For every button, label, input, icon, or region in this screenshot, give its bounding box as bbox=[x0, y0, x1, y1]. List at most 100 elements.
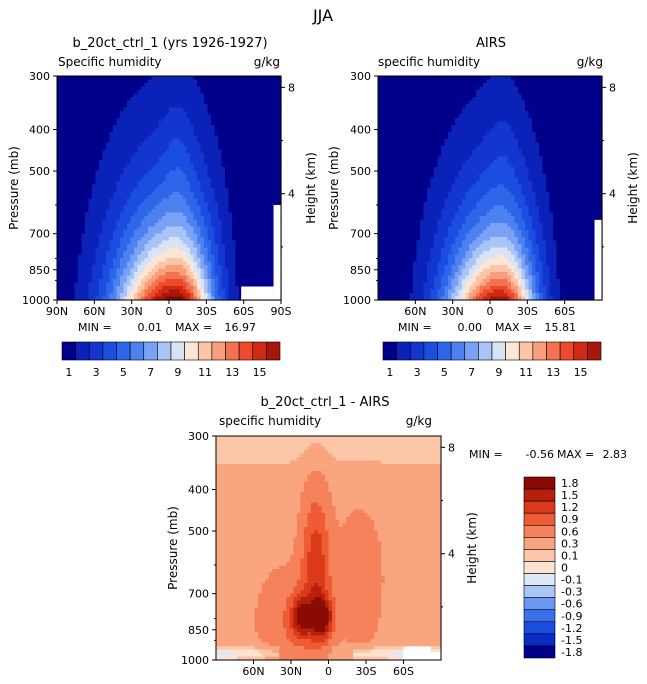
contour-cell bbox=[378, 293, 411, 298]
contour-cell bbox=[462, 279, 470, 284]
contour-cell bbox=[303, 485, 330, 490]
contour-cell bbox=[216, 632, 259, 637]
contour-cell bbox=[289, 460, 382, 465]
contour-cell bbox=[542, 296, 547, 301]
contour-cell bbox=[479, 289, 484, 294]
contour-cell bbox=[518, 237, 526, 242]
contour-cell bbox=[465, 293, 470, 298]
contour-cell bbox=[307, 565, 326, 570]
contour-cell bbox=[158, 156, 191, 161]
contour-cell bbox=[214, 296, 223, 301]
contour-cell bbox=[321, 586, 326, 591]
latitude-tick-label: 60N bbox=[83, 305, 105, 318]
contour-cell bbox=[430, 296, 439, 301]
contour-cell bbox=[310, 590, 323, 595]
contour-cell bbox=[472, 254, 481, 259]
contour-cell bbox=[437, 219, 453, 224]
contour-cell bbox=[300, 569, 309, 574]
contour-cell bbox=[455, 118, 533, 123]
colorbar-swatch bbox=[505, 341, 520, 361]
panel-title: b_20ct_ctrl_1 (yrs 1926-1927) bbox=[72, 36, 267, 51]
contour-cell bbox=[549, 195, 603, 200]
contour-cell bbox=[258, 604, 287, 609]
contour-cell bbox=[560, 289, 603, 294]
contour-cell bbox=[214, 226, 223, 231]
contour-cell bbox=[556, 272, 603, 277]
contour-cell bbox=[307, 593, 326, 598]
contour-cell bbox=[324, 558, 330, 563]
contour-cell bbox=[293, 621, 298, 626]
contour-cell bbox=[300, 590, 312, 595]
contour-cell bbox=[193, 216, 205, 221]
contour-cell bbox=[300, 632, 309, 637]
contour-cell bbox=[216, 600, 259, 605]
contour-cell bbox=[378, 184, 432, 189]
contour-cell bbox=[296, 513, 309, 518]
contour-cell bbox=[207, 226, 216, 231]
contour-cell bbox=[186, 216, 195, 221]
contour-cell bbox=[497, 156, 509, 161]
contour-cell bbox=[462, 167, 488, 172]
contour-cell bbox=[479, 293, 488, 298]
contour-cell bbox=[293, 551, 305, 556]
contour-cell bbox=[216, 446, 309, 451]
contour-cell bbox=[378, 268, 414, 273]
contour-cell bbox=[204, 100, 282, 105]
contour-cell bbox=[190, 223, 198, 228]
contour-cell bbox=[469, 100, 526, 105]
contour-cell bbox=[321, 534, 330, 539]
contour-cell bbox=[190, 293, 195, 298]
contour-cell bbox=[451, 272, 456, 277]
contour-cell bbox=[81, 247, 97, 252]
contour-cell bbox=[169, 111, 188, 116]
contour-cell bbox=[525, 198, 537, 203]
contour-cell bbox=[532, 181, 547, 186]
contour-cell bbox=[525, 100, 603, 105]
contour-cell bbox=[514, 265, 519, 270]
contour-cell bbox=[127, 289, 132, 294]
contour-cell bbox=[134, 296, 139, 301]
colorbar-swatch bbox=[252, 341, 267, 361]
contour-cell bbox=[539, 293, 544, 298]
contour-cell bbox=[109, 275, 118, 280]
contour-cell bbox=[514, 254, 519, 259]
contour-cell bbox=[282, 621, 291, 626]
contour-cell bbox=[235, 265, 282, 270]
contour-cell bbox=[511, 296, 516, 301]
contour-cell bbox=[378, 107, 463, 112]
contour-cell bbox=[218, 286, 223, 291]
contour-cell bbox=[148, 230, 163, 235]
contour-cell bbox=[57, 160, 100, 165]
contour-cell bbox=[216, 485, 305, 490]
contour-cell bbox=[158, 160, 191, 165]
contour-cell bbox=[193, 230, 202, 235]
contour-cell bbox=[92, 265, 104, 270]
contour-cell bbox=[381, 551, 442, 556]
contour-cell bbox=[211, 223, 223, 228]
contour-cell bbox=[127, 286, 135, 291]
contour-cell bbox=[106, 251, 118, 256]
contour-cell bbox=[328, 642, 340, 647]
contour-cell bbox=[279, 646, 305, 651]
contour-cell bbox=[190, 275, 195, 280]
contour-cell bbox=[556, 265, 603, 270]
contour-cell bbox=[88, 209, 107, 214]
contour-cell bbox=[279, 656, 330, 661]
contour-cell bbox=[216, 474, 309, 479]
contour-cell bbox=[179, 191, 195, 196]
contour-cell bbox=[324, 632, 330, 637]
contour-cell bbox=[123, 282, 132, 287]
contour-cell bbox=[427, 198, 446, 203]
colorbar-label: -0.1 bbox=[561, 574, 582, 587]
contour-cell bbox=[158, 125, 195, 130]
contour-cell bbox=[216, 562, 287, 567]
contour-cell bbox=[490, 237, 509, 242]
contour-cell bbox=[479, 233, 516, 238]
contour-cell bbox=[542, 167, 603, 172]
contour-cell bbox=[279, 653, 330, 658]
contour-cell bbox=[472, 275, 477, 280]
contour-cell bbox=[525, 223, 533, 228]
contour-cell bbox=[532, 275, 537, 280]
contour-cell bbox=[95, 296, 104, 301]
contour-cell bbox=[353, 653, 393, 658]
